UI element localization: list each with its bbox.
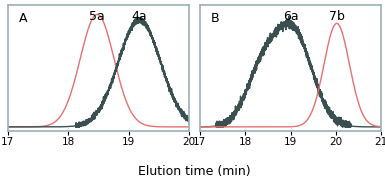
Text: 4a: 4a	[132, 10, 147, 23]
Text: B: B	[211, 12, 219, 25]
Text: A: A	[18, 12, 27, 25]
Text: 6a: 6a	[283, 10, 298, 23]
Text: 7b: 7b	[329, 10, 345, 23]
Text: 5a: 5a	[89, 10, 105, 23]
Text: Elution time (min): Elution time (min)	[138, 165, 251, 178]
